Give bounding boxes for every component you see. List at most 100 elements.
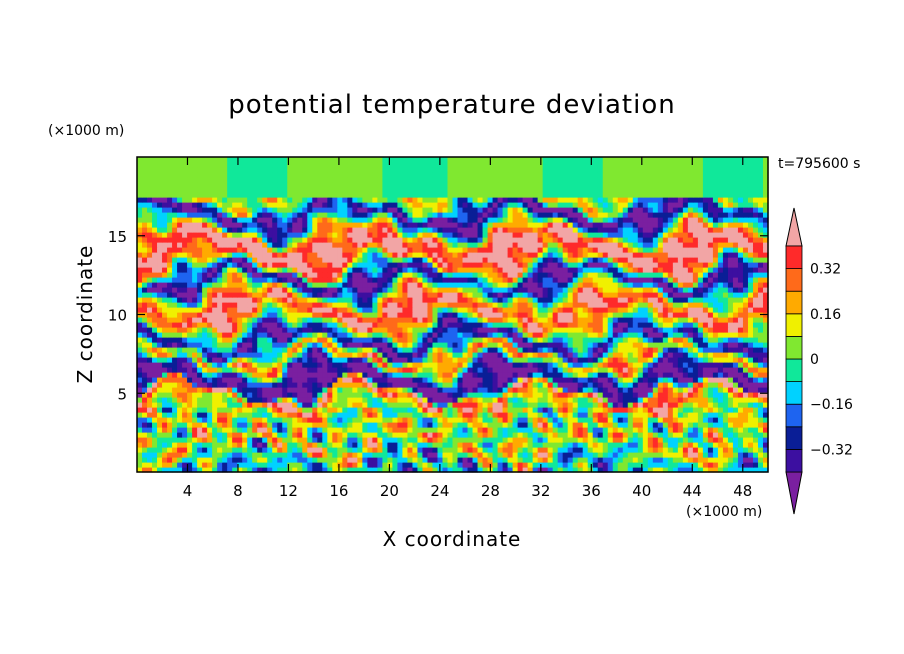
heatmap-cell: [527, 287, 534, 293]
heatmap-cell: [437, 402, 444, 408]
heatmap-cell: [197, 372, 203, 378]
heatmap-cell: [142, 342, 148, 348]
heatmap-cell: [327, 387, 333, 393]
heatmap-cell: [372, 312, 378, 318]
heatmap-cell: [597, 327, 604, 333]
heatmap-cell: [162, 332, 168, 338]
heatmap-cell: [472, 407, 479, 413]
heatmap-cell: [427, 357, 434, 363]
heatmap-cell: [407, 452, 414, 458]
heatmap-cell: [242, 297, 248, 303]
heatmap-cell: [607, 467, 614, 473]
heatmap-cell: [652, 387, 659, 393]
heatmap-cell: [652, 287, 659, 293]
heatmap-cell: [517, 402, 524, 408]
heatmap-cell: [282, 402, 288, 408]
heatmap-cell: [247, 277, 253, 283]
heatmap-cell: [567, 372, 574, 378]
heatmap-cell: [232, 377, 238, 383]
heatmap-cell: [267, 427, 273, 433]
heatmap-cell: [237, 437, 243, 443]
heatmap-cell: [277, 462, 283, 468]
heatmap-cell: [327, 417, 333, 423]
heatmap-cell: [137, 342, 143, 348]
heatmap-cell: [582, 382, 589, 388]
heatmap-cell: [307, 312, 313, 318]
heatmap-cell: [632, 307, 639, 313]
heatmap-cell: [687, 437, 694, 443]
heatmap-cell: [372, 352, 378, 358]
heatmap-cell: [257, 337, 263, 343]
heatmap-cell: [467, 357, 474, 363]
heatmap-cell: [492, 417, 499, 423]
heatmap-cell: [692, 287, 699, 293]
heatmap-cell: [642, 467, 649, 473]
heatmap-cell: [762, 372, 769, 378]
heatmap-cell: [167, 402, 173, 408]
heatmap-cell: [677, 417, 684, 423]
heatmap-cell: [382, 412, 388, 418]
heatmap-cell: [632, 282, 639, 288]
heatmap-cell: [407, 397, 414, 403]
heatmap-cell: [667, 352, 674, 358]
heatmap-cell: [552, 367, 559, 373]
heatmap-cell: [387, 387, 394, 393]
heatmap-cell: [732, 322, 739, 328]
heatmap-cell: [762, 332, 769, 338]
heatmap-cell: [572, 377, 579, 383]
heatmap-cell: [597, 307, 604, 313]
heatmap-cell: [742, 282, 749, 288]
heatmap-cell: [497, 272, 504, 278]
heatmap-cell: [592, 387, 599, 393]
heatmap-cell: [467, 387, 474, 393]
heatmap-cell: [447, 282, 454, 288]
heatmap-cell: [407, 427, 414, 433]
heatmap-cell: [672, 282, 679, 288]
heatmap-cell: [337, 292, 343, 298]
heatmap-cell: [432, 412, 439, 418]
heatmap-cell: [207, 417, 213, 423]
heatmap-cell: [562, 292, 569, 298]
heatmap-cell: [752, 427, 759, 433]
heatmap-cell: [302, 277, 308, 283]
heatmap-cell: [417, 342, 424, 348]
heatmap-cell: [622, 447, 629, 453]
heatmap-cell: [637, 362, 644, 368]
heatmap-cell: [297, 462, 303, 468]
heatmap-cell: [217, 332, 223, 338]
heatmap-cell: [517, 307, 524, 313]
heatmap-cell: [392, 437, 399, 443]
heatmap-cell: [312, 467, 318, 473]
heatmap-cell: [252, 367, 258, 373]
heatmap-cell: [157, 312, 163, 318]
heatmap-cell: [232, 467, 238, 473]
heatmap-cell: [692, 317, 699, 323]
heatmap-cell: [747, 347, 754, 353]
heatmap-cell: [642, 282, 649, 288]
heatmap-cell: [427, 382, 434, 388]
heatmap-cell: [312, 452, 318, 458]
heatmap-cell: [252, 337, 258, 343]
heatmap-cell: [302, 407, 308, 413]
heatmap-cell: [417, 377, 424, 383]
heatmap-cell: [232, 407, 238, 413]
heatmap-cell: [547, 432, 554, 438]
heatmap-cell: [427, 282, 434, 288]
heatmap-cell: [552, 422, 559, 428]
heatmap-cell: [577, 327, 584, 333]
heatmap-cell: [277, 412, 283, 418]
heatmap-cell: [182, 407, 188, 413]
heatmap-cell: [462, 392, 469, 398]
heatmap-cell: [682, 312, 689, 318]
heatmap-cell: [177, 327, 183, 333]
heatmap-cell: [492, 347, 499, 353]
heatmap-cell: [612, 407, 619, 413]
heatmap-cell: [217, 407, 223, 413]
heatmap-cell: [642, 397, 649, 403]
heatmap-cell: [262, 452, 268, 458]
heatmap-cell: [532, 392, 539, 398]
heatmap-cell: [282, 282, 288, 288]
heatmap-cell: [362, 377, 368, 383]
heatmap-cell: [687, 342, 694, 348]
heatmap-cell: [167, 307, 173, 313]
